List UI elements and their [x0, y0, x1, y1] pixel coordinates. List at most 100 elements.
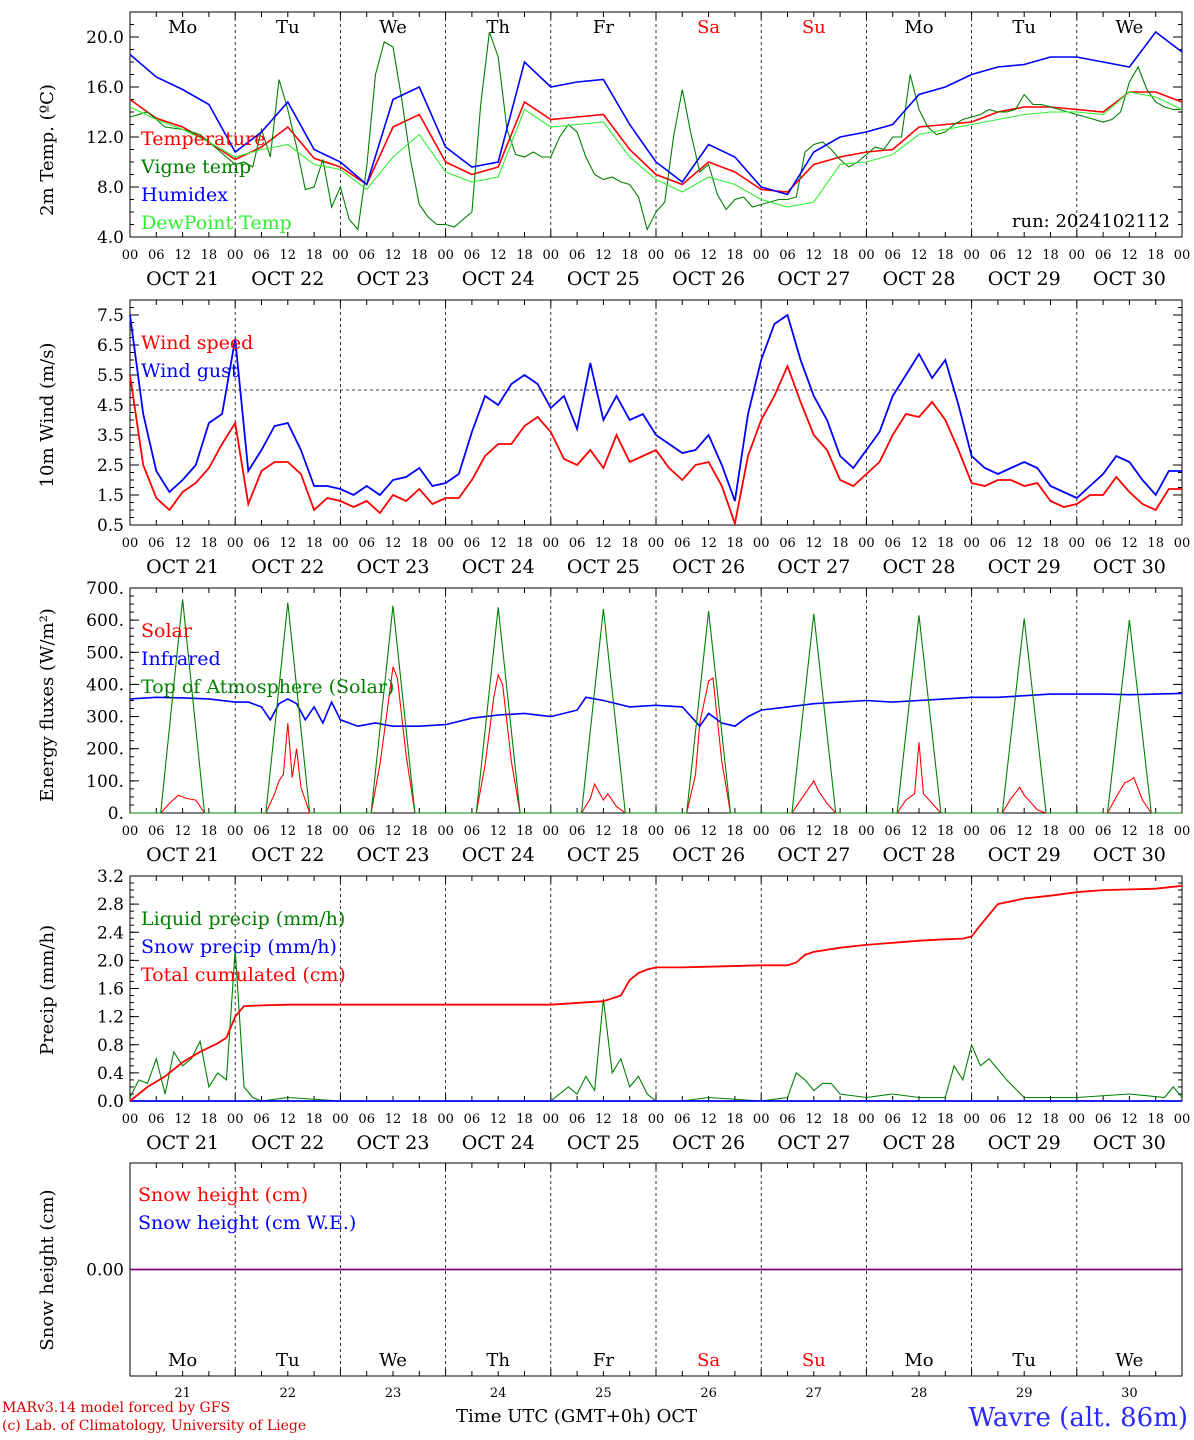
x-hour-label: 18	[621, 824, 638, 839]
x-date-label: OCT 29	[988, 556, 1061, 578]
x-hour-label: 06	[1095, 1112, 1112, 1127]
x-date-label: OCT 24	[462, 556, 535, 578]
x-hour-label: 12	[280, 536, 297, 551]
x-date-label: OCT 30	[1093, 268, 1166, 290]
day-name-label: Tu	[276, 1350, 300, 1371]
day-name-label: Fr	[593, 1350, 614, 1371]
x-hour-label: 06	[990, 536, 1007, 551]
x-hour-label: 12	[280, 248, 297, 263]
x-hour-label: 18	[727, 248, 744, 263]
day-name-label: We	[379, 17, 407, 38]
x-hour-label: 12	[490, 1112, 507, 1127]
x-hour-label: 12	[595, 536, 612, 551]
x-hour-label: 06	[884, 536, 901, 551]
x-hour-label: 06	[884, 248, 901, 263]
x-hour-label: 12	[280, 824, 297, 839]
x-hour-label: 12	[385, 248, 402, 263]
x-date-label: OCT 27	[777, 1132, 850, 1154]
x-date-label: OCT 29	[988, 844, 1061, 866]
x-hour-label: 12	[490, 824, 507, 839]
x-hour-label: 00	[543, 824, 560, 839]
y-tick-label: 4.5	[97, 396, 124, 416]
x-date-label: OCT 23	[356, 844, 429, 866]
x-date-label: OCT 21	[146, 556, 219, 578]
x-hour-label: 12	[595, 824, 612, 839]
x-hour-label: 00	[648, 536, 665, 551]
x-date-label: OCT 21	[146, 1132, 219, 1154]
x-date-label: OCT 28	[882, 1132, 955, 1154]
x-hour-label: 00	[1174, 824, 1191, 839]
y-tick-label: 3.2	[97, 867, 124, 887]
y-tick-label: 2.4	[97, 923, 124, 943]
x-hour-label: 18	[1042, 248, 1059, 263]
x-hour-label: 00	[122, 536, 139, 551]
x-date-label: OCT 24	[462, 1132, 535, 1154]
x-hour-label: 00	[1069, 536, 1086, 551]
x-hour-label: 06	[569, 536, 586, 551]
x-hour-label: 18	[201, 536, 218, 551]
x-hour-label: 12	[490, 248, 507, 263]
x-hour-label: 06	[464, 248, 481, 263]
x-day-number: 26	[700, 1386, 717, 1401]
x-hour-label: 18	[516, 824, 533, 839]
x-hour-label: 00	[332, 824, 349, 839]
x-date-label: OCT 22	[251, 556, 324, 578]
y-tick-label: 0.5	[97, 516, 124, 536]
credit-model: MARv3.14 model forced by GFS	[2, 1400, 231, 1416]
x-date-label: OCT 27	[777, 844, 850, 866]
x-hour-label: 18	[201, 1112, 218, 1127]
x-date-label: OCT 26	[672, 844, 745, 866]
x-date-label: OCT 25	[567, 268, 640, 290]
x-hour-label: 00	[753, 1112, 770, 1127]
y-tick-label: 0.4	[97, 1064, 124, 1084]
x-hour-label: 00	[1174, 1112, 1191, 1127]
x-hour-label: 06	[253, 1112, 270, 1127]
legend-entry: DewPoint Temp	[141, 212, 292, 234]
legend-entry: Solar	[141, 620, 193, 642]
series-line-3-2	[129, 884, 1183, 1102]
x-hour-label: 18	[1147, 1112, 1164, 1127]
x-hour-label: 18	[937, 824, 954, 839]
x-hour-label: 12	[1121, 824, 1138, 839]
y-tick-label: 1.5	[97, 486, 124, 506]
x-hour-label: 06	[148, 536, 165, 551]
x-day-number: 27	[806, 1386, 823, 1401]
x-hour-label: 00	[963, 1112, 980, 1127]
day-name-label: Sa	[697, 1350, 720, 1371]
day-name-label: Mo	[904, 17, 933, 38]
x-date-label: OCT 28	[882, 268, 955, 290]
x-date-label: OCT 23	[356, 556, 429, 578]
x-hour-label: 00	[858, 536, 875, 551]
y-tick-label: 200.	[86, 740, 124, 760]
x-hour-label: 00	[122, 248, 139, 263]
x-hour-label: 00	[648, 1112, 665, 1127]
x-hour-label: 18	[727, 824, 744, 839]
x-hour-label: 12	[700, 824, 717, 839]
series-line-0-3	[129, 91, 1183, 208]
day-name-label: We	[1116, 1350, 1144, 1371]
x-hour-label: 18	[1147, 248, 1164, 263]
x-axis-month: OCT	[656, 1406, 698, 1427]
y-tick-label: 2.5	[97, 456, 124, 476]
day-name-label: Su	[802, 17, 826, 38]
x-hour-label: 12	[490, 536, 507, 551]
x-date-label: OCT 29	[988, 268, 1061, 290]
legend-entry: Liquid precip (mm/h)	[141, 908, 345, 930]
y-tick-label: 0.	[108, 804, 124, 824]
y-tick-label: 6.5	[97, 336, 124, 356]
day-name-label: Mo	[168, 17, 197, 38]
x-hour-label: 06	[569, 824, 586, 839]
y-tick-label: 2.8	[97, 895, 124, 915]
x-day-number: 23	[385, 1386, 402, 1401]
legend-entry: Snow height (cm W.E.)	[138, 1212, 356, 1234]
x-hour-label: 06	[990, 248, 1007, 263]
x-hour-label: 06	[1095, 248, 1112, 263]
x-hour-label: 18	[411, 536, 428, 551]
y-axis-label: 2m Temp. (ºC)	[37, 84, 58, 216]
x-hour-label: 00	[437, 1112, 454, 1127]
x-hour-label: 00	[122, 1112, 139, 1127]
x-hour-label: 12	[1121, 536, 1138, 551]
legend-entry: Wind gust	[141, 360, 239, 382]
x-date-label: OCT 30	[1093, 1132, 1166, 1154]
